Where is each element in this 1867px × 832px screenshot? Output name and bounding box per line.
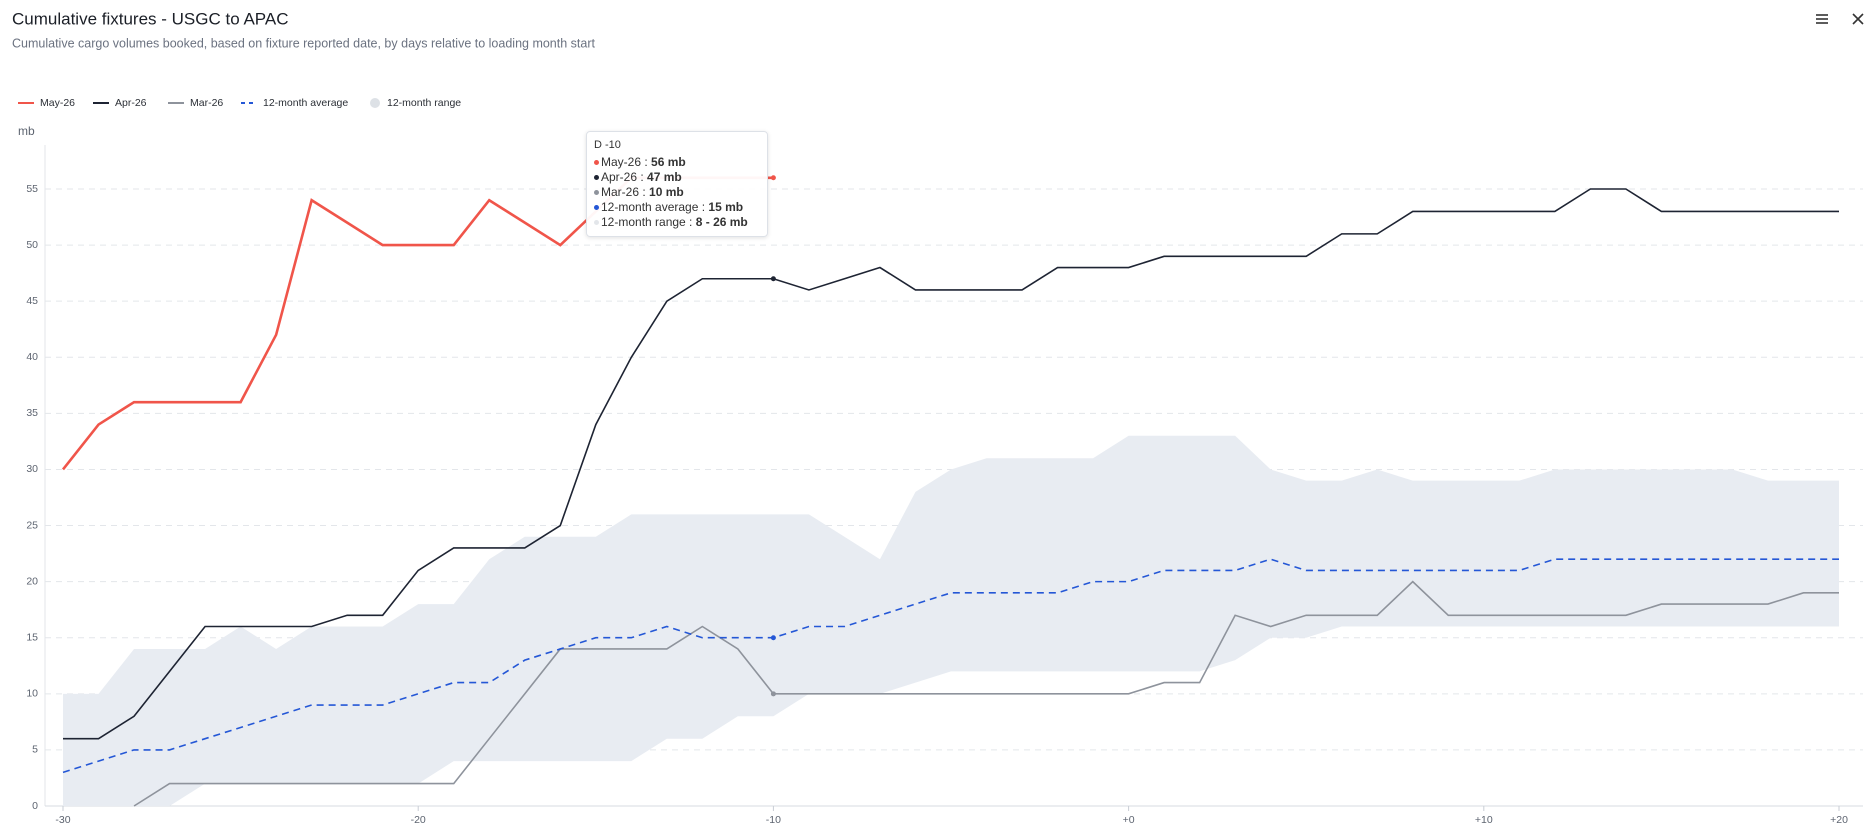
hover-marker [770,175,776,181]
legend-swatch [370,98,380,108]
tooltip-row: May-26 : 56 mb [594,155,760,170]
tooltip-label: Mar-26 : [601,185,646,199]
y-tick-label: 55 [26,183,38,195]
y-tick-label: 40 [26,351,38,363]
x-tick-label: -30 [55,814,70,826]
legend-item[interactable]: Mar-26 [168,97,223,109]
hover-marker [770,691,776,697]
tooltip-row: 12-month average : 15 mb [594,200,760,215]
tooltip-dot [594,190,599,196]
hover-marker [770,635,776,641]
tooltip-dot [594,175,599,181]
list-icon[interactable] [1816,14,1828,24]
series-line [133,580,1839,807]
y-tick-label: 5 [32,744,38,756]
tooltip-title: D -10 [594,139,621,151]
tooltip-label: 12-month range : [601,215,693,229]
tooltip-value: 10 mb [649,185,684,199]
y-tick-label: 50 [26,239,38,251]
legend-label: Mar-26 [190,97,223,109]
chart-title: Cumulative fixtures - USGC to APAC [12,9,289,28]
tooltip-label: 12-month average : [601,200,706,214]
tooltip-value: 15 mb [708,200,744,214]
tooltip-label: May-26 : [601,155,648,169]
close-icon[interactable] [1852,13,1864,25]
x-tick-label: -20 [411,814,426,826]
y-tick-label: 35 [26,407,38,419]
x-tick-label: +10 [1475,814,1493,826]
series-line [63,188,1839,740]
tooltip-dot [594,205,599,211]
legend-item[interactable]: 12-month range [370,97,461,109]
tooltip-row: Apr-26 : 47 mb [594,170,760,185]
tooltip-row: Mar-26 : 10 mb [594,185,760,200]
y-tick-label: 0 [32,800,38,812]
chart-subtitle: Cumulative cargo volumes booked, based o… [12,36,595,50]
y-tick-label: 45 [26,295,38,307]
legend-item[interactable]: May-26 [18,97,75,109]
tooltip: D -10 May-26 : 56 mb Apr-26 : 47 mb Mar-26… [586,131,768,237]
y-tick-label: 25 [26,519,38,531]
tooltip-dot [594,160,599,166]
x-tick-label: -10 [766,814,781,826]
y-tick-label: 10 [26,688,38,700]
series-line [62,558,1839,774]
legend-label: Apr-26 [115,97,147,109]
y-tick-label: 30 [26,463,38,475]
legend-item[interactable]: Apr-26 [93,97,147,109]
legend-item[interactable]: 12-month average [241,97,348,109]
tooltip-label: Apr-26 : [601,170,644,184]
y-axis-label: mb [18,124,35,138]
x-tick-label: +0 [1123,814,1135,826]
y-tick-label: 20 [26,575,38,587]
x-tick-label: +20 [1830,814,1848,826]
y-tick-label: 15 [26,632,38,644]
tooltip-row: 12-month range : 8 - 26 mb [594,215,760,230]
legend-label: May-26 [40,97,75,109]
hover-marker [770,276,776,282]
range-band [63,435,1839,806]
legend-label: 12-month average [263,97,348,109]
tooltip-value: 8 - 26 mb [695,215,748,229]
tooltip-value: 56 mb [651,155,686,169]
tooltip-dot [594,220,599,226]
legend-label: 12-month range [387,97,461,109]
tooltip-value: 47 mb [647,170,682,184]
